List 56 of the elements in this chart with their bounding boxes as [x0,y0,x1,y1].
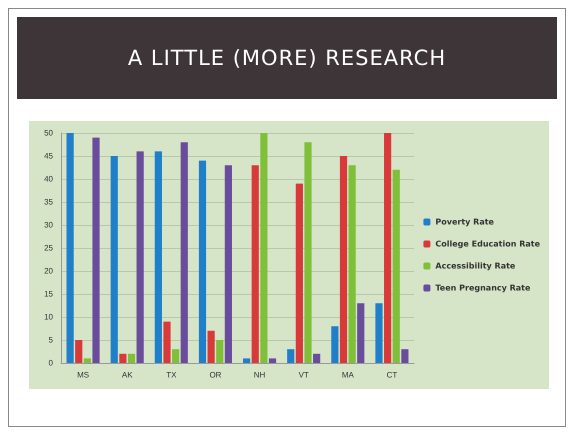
legend-label: Teen Pregnancy Rate [435,284,532,292]
bar [66,133,74,363]
bar [198,160,206,363]
bar [180,142,188,363]
legend-label: Accessibility Rate [435,262,516,270]
x-tick-label: AK [122,370,134,380]
bar [75,340,82,363]
bar [348,165,356,363]
y-tick-label: 20 [44,266,54,276]
bar [84,358,91,363]
bar [296,184,303,363]
bar [110,156,118,363]
y-tick-label: 40 [44,174,54,184]
y-tick-label: 35 [44,198,54,206]
bar [375,303,383,363]
y-tick-label: 45 [44,152,54,160]
x-tick-label: VT [298,370,309,380]
legend-label: College Education Rate [435,240,541,248]
bar [401,349,408,363]
y-tick-label: 25 [44,244,54,252]
x-tick-label: NH [254,370,266,380]
x-tick-label: CT [386,370,398,380]
legend-label: Poverty Rate [435,218,495,226]
bar [172,349,180,363]
chart-title: A LITTLE (MORE) RESEARCH [128,46,446,70]
bar [392,170,400,363]
bar [128,354,136,363]
bar [224,165,232,363]
bar [208,330,215,363]
y-tick-label: 30 [44,220,54,230]
bar [268,358,276,363]
bar [216,340,224,363]
bar [357,303,364,363]
bar [136,151,144,363]
x-tick-label: TX [166,370,178,380]
x-tick-label: MA [342,370,354,380]
bar [163,322,171,363]
bar [154,151,162,363]
x-tick-label: OR [209,370,222,380]
x-tick-label: MS [77,370,90,380]
y-tick-label: 50 [44,128,54,138]
bar [260,133,268,363]
bar [313,354,320,363]
bar [119,354,126,363]
y-tick-label: 0 [48,358,54,368]
bar [340,156,348,363]
bar [304,142,312,363]
bar [252,165,259,363]
bar [331,326,338,363]
bar [92,138,100,363]
y-tick-label: 10 [44,312,54,322]
y-tick-label: 15 [44,290,54,298]
bar [243,358,250,363]
bar [287,349,294,363]
bar [384,133,392,363]
y-tick-label: 5 [48,336,54,344]
